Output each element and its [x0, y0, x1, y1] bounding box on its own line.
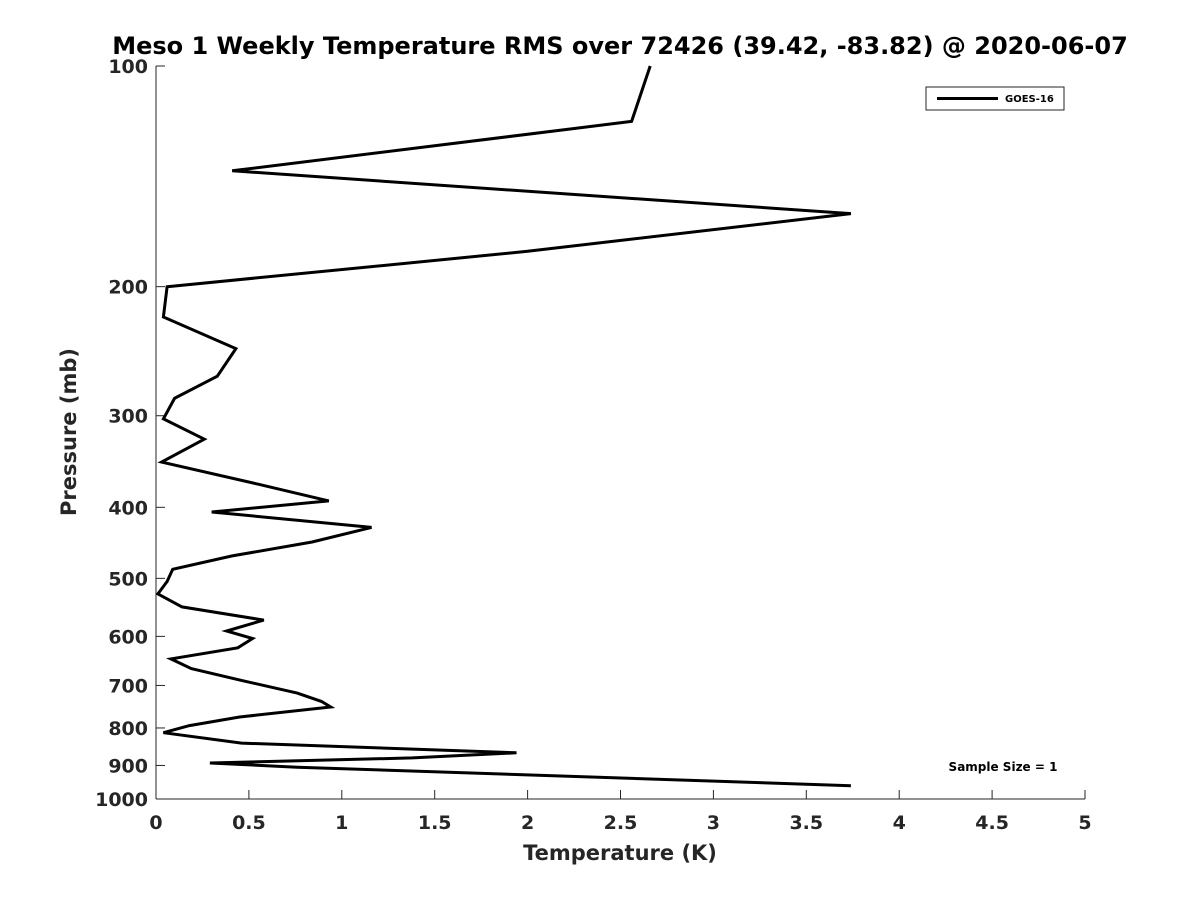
x-axis-ticks: 0 0.5 1 1.5 2 2.5 3 3.5 4 4.5 5	[149, 790, 1092, 834]
y-axis-label: Pressure (mb)	[57, 348, 81, 516]
x-tick-label: 2	[521, 812, 534, 834]
x-tick-label: 0	[149, 812, 162, 834]
y-tick-label: 300	[108, 406, 148, 428]
y-tick-label: 500	[108, 568, 148, 590]
y-tick-label: 600	[108, 626, 148, 648]
x-tick-label: 4	[893, 812, 906, 834]
chart-title: Meso 1 Weekly Temperature RMS over 72426…	[112, 32, 1128, 60]
x-tick-label: 1.5	[418, 812, 452, 834]
sample-size-annotation: Sample Size = 1	[949, 760, 1058, 774]
y-tick-label: 800	[108, 718, 148, 740]
x-tick-label: 3	[707, 812, 720, 834]
legend-label-goes-16: GOES-16	[1005, 94, 1054, 105]
y-axis-ticks: 100 200 300 400 500 600 700 800 900 1000	[95, 56, 165, 811]
x-tick-label: 5	[1078, 812, 1091, 834]
x-tick-label: 0.5	[232, 812, 266, 834]
series-line-goes-16	[155, 65, 852, 788]
x-tick-label: 3.5	[789, 812, 823, 834]
x-tick-label: 1	[335, 812, 348, 834]
series-layer	[155, 65, 852, 788]
y-tick-label: 200	[108, 277, 148, 299]
y-tick-label: 1000	[95, 789, 148, 811]
y-tick-label: 900	[108, 755, 148, 777]
x-tick-label: 2.5	[604, 812, 638, 834]
x-tick-label: 4.5	[975, 812, 1009, 834]
x-axis-label: Temperature (K)	[523, 841, 717, 865]
y-tick-label: 700	[108, 675, 148, 697]
y-tick-label: 400	[108, 497, 148, 519]
legend: GOES-16	[925, 86, 1065, 111]
y-tick-label: 100	[108, 56, 148, 78]
